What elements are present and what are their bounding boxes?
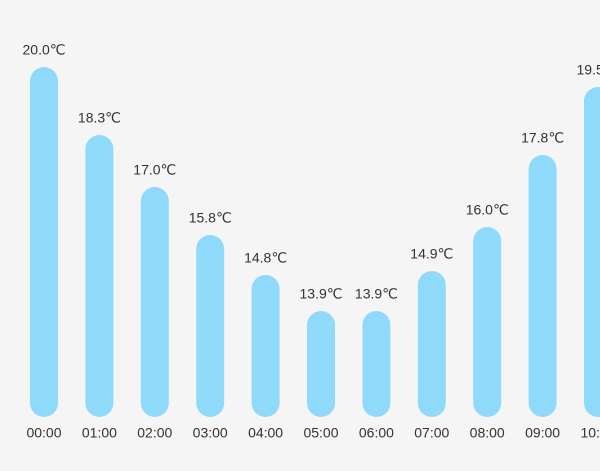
x-tick-label: 03:00 xyxy=(193,425,228,441)
bar xyxy=(528,155,557,417)
x-tick-label: 07:00 xyxy=(414,425,449,441)
bar xyxy=(584,87,600,417)
x-tick-label: 04:00 xyxy=(248,425,283,441)
x-tick-label: 02:00 xyxy=(137,425,172,441)
value-label: 20.0℃ xyxy=(23,42,66,58)
value-label: 18.3℃ xyxy=(78,110,121,126)
bar xyxy=(362,311,391,417)
value-label: 17.8℃ xyxy=(521,130,564,146)
value-label: 17.0℃ xyxy=(133,162,176,178)
bar xyxy=(85,135,114,417)
value-label: 13.9℃ xyxy=(355,286,398,302)
value-label: 16.0℃ xyxy=(466,202,509,218)
bar xyxy=(307,311,335,417)
x-tick-label: 01:00 xyxy=(82,425,117,441)
x-tick-label: 05:00 xyxy=(303,425,338,441)
bar xyxy=(473,227,502,417)
bar xyxy=(417,271,446,417)
bar xyxy=(251,275,280,417)
x-tick-label: 06:00 xyxy=(359,425,394,441)
bar xyxy=(30,67,58,417)
value-label: 14.9℃ xyxy=(410,246,453,262)
bar xyxy=(140,187,169,417)
x-tick-label: 08:00 xyxy=(470,425,505,441)
value-label: 13.9℃ xyxy=(300,286,343,302)
value-label: 19.5℃ xyxy=(577,62,600,78)
x-tick-label: 09:00 xyxy=(525,425,560,441)
x-tick-label: 00:00 xyxy=(26,425,61,441)
value-label: 14.8℃ xyxy=(244,250,287,266)
bar xyxy=(196,235,225,417)
x-tick-label: 10:00 xyxy=(580,425,600,441)
value-label: 15.8℃ xyxy=(189,210,232,226)
